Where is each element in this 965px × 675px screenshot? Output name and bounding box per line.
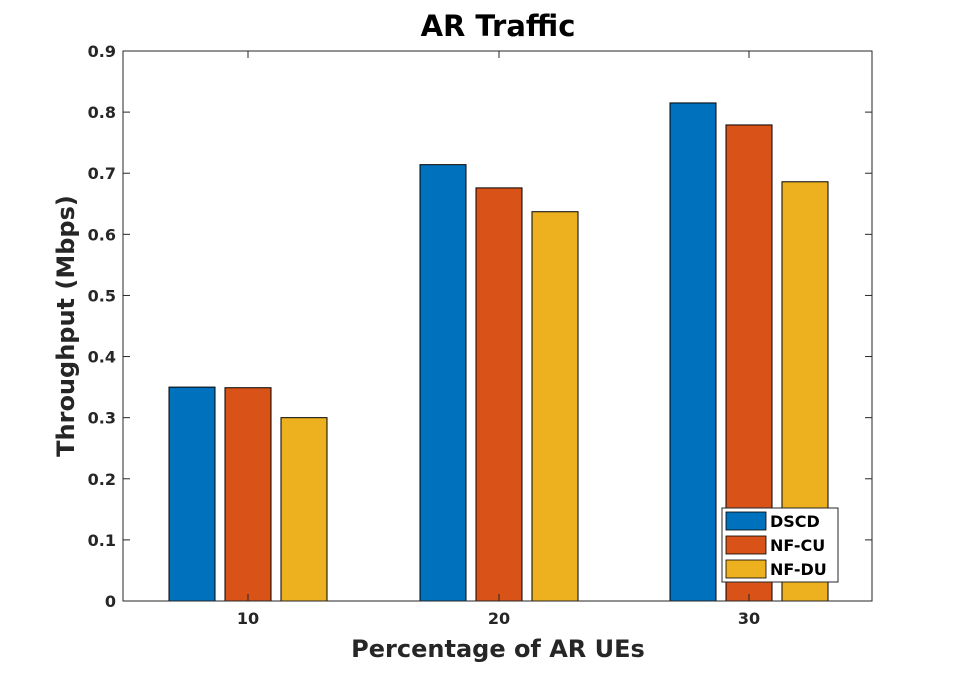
legend-swatch-dscd <box>725 511 767 531</box>
bar-dscd-30 <box>669 102 717 602</box>
y-tick-label: 0.6 <box>88 225 116 244</box>
bar-nf-du-10 <box>280 417 328 602</box>
y-tick-label: 0.3 <box>88 409 116 428</box>
x-tick-label: 30 <box>738 609 760 628</box>
legend: DSCD NF-CU NF-DU <box>721 507 839 583</box>
legend-swatch-nf-cu <box>725 535 767 555</box>
chart-title: AR Traffic <box>421 9 576 43</box>
x-axis-title: Percentage of AR UEs <box>351 635 645 663</box>
plot-frame <box>122 50 873 602</box>
y-axis-title: Throughput (Mbps) <box>52 195 80 457</box>
bar-nf-cu-10 <box>224 387 272 602</box>
x-axis: 10 20 30 <box>237 51 760 628</box>
bar-dscd-10 <box>168 386 216 602</box>
y-tick-label: 0 <box>105 592 116 611</box>
y-axis: 0 0.1 0.2 0.3 0.4 0.5 0.6 0.7 0.8 0.9 <box>88 42 872 611</box>
bar-nf-cu-20 <box>475 187 523 602</box>
legend-swatch-nf-du <box>725 559 767 579</box>
y-tick-label: 0.8 <box>88 103 116 122</box>
legend-label-dscd: DSCD <box>770 512 820 531</box>
bars-group <box>168 102 829 602</box>
bar-dscd-20 <box>419 164 467 602</box>
x-tick-label: 10 <box>237 609 259 628</box>
bar-nf-du-20 <box>531 211 579 602</box>
legend-label-nf-cu: NF-CU <box>770 536 825 555</box>
y-tick-label: 0.4 <box>88 348 116 367</box>
y-tick-label: 0.2 <box>88 470 116 489</box>
legend-label-nf-du: NF-DU <box>770 560 827 579</box>
y-tick-label: 0.5 <box>88 286 116 305</box>
y-tick-label: 0.1 <box>88 531 116 550</box>
y-tick-label: 0.9 <box>88 42 116 61</box>
y-tick-label: 0.7 <box>88 164 116 183</box>
x-tick-label: 20 <box>488 609 510 628</box>
